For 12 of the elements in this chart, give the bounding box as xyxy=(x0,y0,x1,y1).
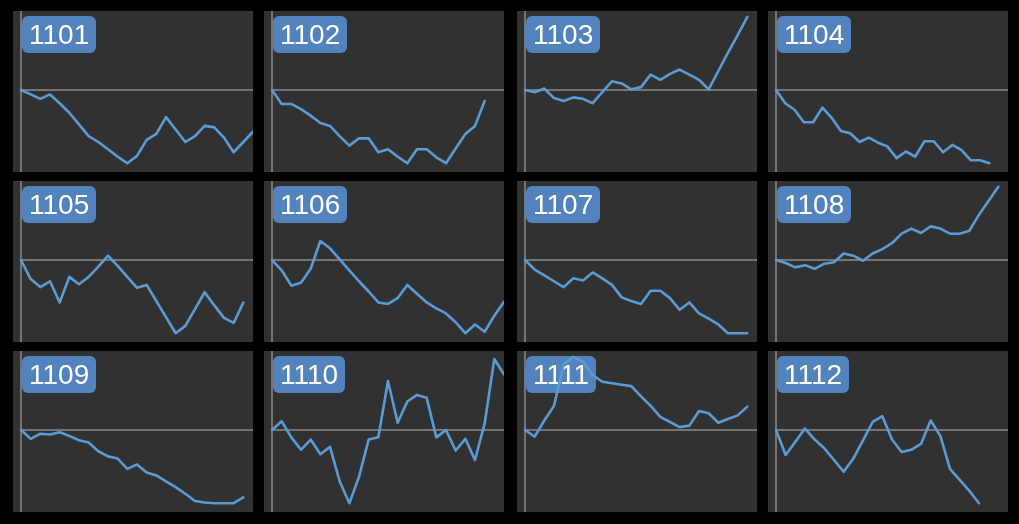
chart-title: 1103 xyxy=(526,16,601,53)
chart-title: 1101 xyxy=(22,16,97,53)
chart-title: 1110 xyxy=(273,356,346,393)
chart-title: 1105 xyxy=(22,186,97,223)
chart-title: 1106 xyxy=(273,186,348,223)
chart-title: 1104 xyxy=(777,16,852,53)
chart-title: 1112 xyxy=(777,356,850,393)
chart-title: 1111 xyxy=(526,356,597,393)
chart-title: 1109 xyxy=(22,356,97,393)
chart-title: 1107 xyxy=(526,186,601,223)
chart-title: 1108 xyxy=(777,186,852,223)
chart-title: 1102 xyxy=(273,16,348,53)
